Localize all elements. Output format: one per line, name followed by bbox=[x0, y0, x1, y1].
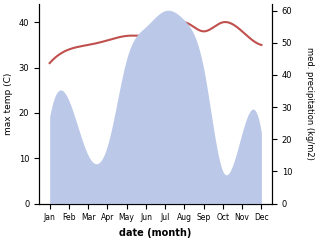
Y-axis label: max temp (C): max temp (C) bbox=[4, 73, 13, 135]
Y-axis label: med. precipitation (kg/m2): med. precipitation (kg/m2) bbox=[305, 47, 314, 160]
X-axis label: date (month): date (month) bbox=[119, 228, 192, 238]
